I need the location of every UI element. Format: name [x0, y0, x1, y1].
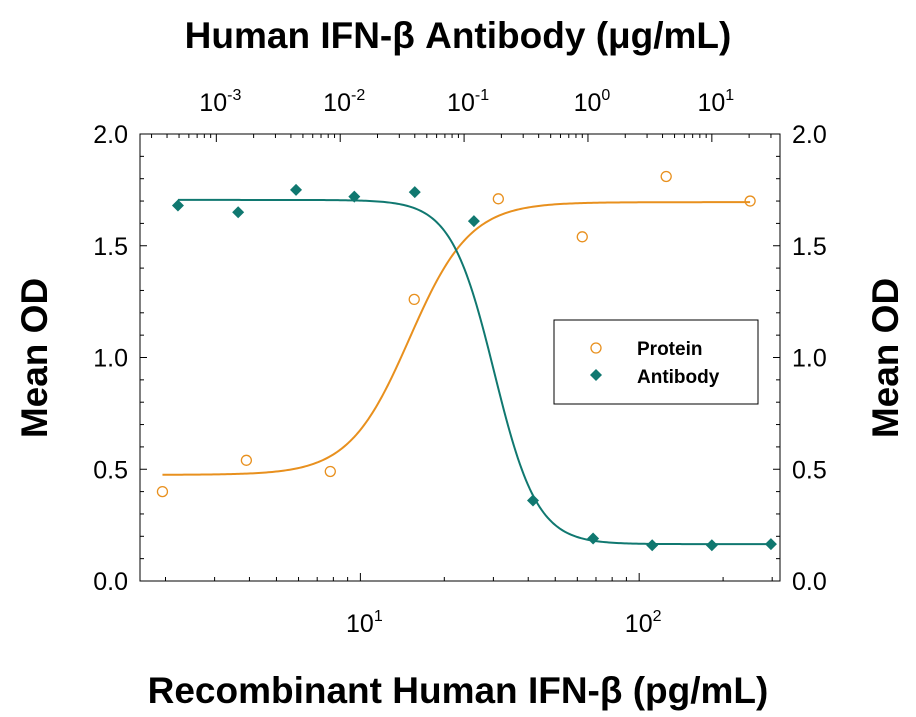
data-point-protein — [324, 465, 336, 478]
data-point-protein — [492, 193, 504, 205]
x-axis-label: Recombinant Human IFN-β (pg/mL) — [148, 670, 769, 711]
y-axis-label-left: Mean OD — [14, 278, 55, 438]
data-point-antibody — [705, 539, 718, 552]
y-tick-label-left: 0.5 — [93, 456, 128, 484]
data-point-antibody — [467, 215, 480, 228]
x-top-tick-label: 100 — [574, 87, 611, 117]
x-top-tick-label: 10-2 — [323, 87, 365, 117]
y-tick-label-right: 0.0 — [792, 568, 827, 596]
legend-antibody-label: Antibody — [637, 367, 720, 388]
data-point-antibody — [171, 199, 184, 212]
y-tick-label-right: 1.5 — [792, 233, 827, 261]
x-top-tick-label: 101 — [697, 87, 734, 117]
legend-antibody-marker — [590, 369, 602, 381]
x-bottom-tick-label: 101 — [346, 608, 383, 638]
legend-protein-label: Protein — [637, 339, 702, 360]
y-axis-label-right: Mean OD — [865, 278, 906, 438]
data-point-protein — [744, 195, 756, 207]
data-point-protein — [240, 454, 253, 466]
y-tick-label-right: 0.5 — [792, 456, 827, 484]
data-point-antibody — [232, 206, 245, 219]
x-bottom-tick-label: 102 — [625, 608, 662, 638]
data-point-antibody — [587, 532, 600, 545]
data-point-antibody — [646, 539, 659, 552]
data-point-protein — [408, 293, 420, 306]
data-point-antibody — [764, 538, 777, 551]
y-tick-label-left: 1.5 — [93, 233, 128, 261]
chart-title: Human IFN-β Antibody (μg/mL) — [185, 15, 732, 56]
fit-curve-antibody — [177, 198, 771, 546]
data-point-antibody — [526, 494, 539, 507]
data-point-antibody — [290, 183, 303, 196]
legend-box — [553, 319, 759, 405]
y-tick-label-left: 0.0 — [93, 568, 128, 596]
data-point-protein — [576, 231, 588, 243]
data-points-group — [156, 170, 777, 552]
x-top-tick-label: 10-1 — [447, 87, 489, 117]
data-point-protein — [660, 170, 672, 183]
y-tick-label-right: 2.0 — [792, 121, 827, 149]
data-point-protein — [156, 485, 169, 498]
y-tick-label-left: 1.0 — [93, 345, 128, 373]
y-tick-label-left: 2.0 — [93, 121, 128, 149]
x-top-tick-label: 10-3 — [199, 87, 241, 117]
legend: Protein Antibody — [553, 319, 759, 405]
fit-curves-group — [162, 198, 771, 546]
data-point-antibody — [408, 186, 421, 199]
legend-protein-marker — [590, 342, 602, 354]
y-tick-label-right: 1.0 — [792, 345, 827, 373]
data-point-antibody — [348, 190, 361, 203]
axes-group: 0.0 0.0 0.5 0.5 1.0 1.0 1.5 1.5 2.0 2.0 101 102 10-3… — [93, 87, 827, 638]
